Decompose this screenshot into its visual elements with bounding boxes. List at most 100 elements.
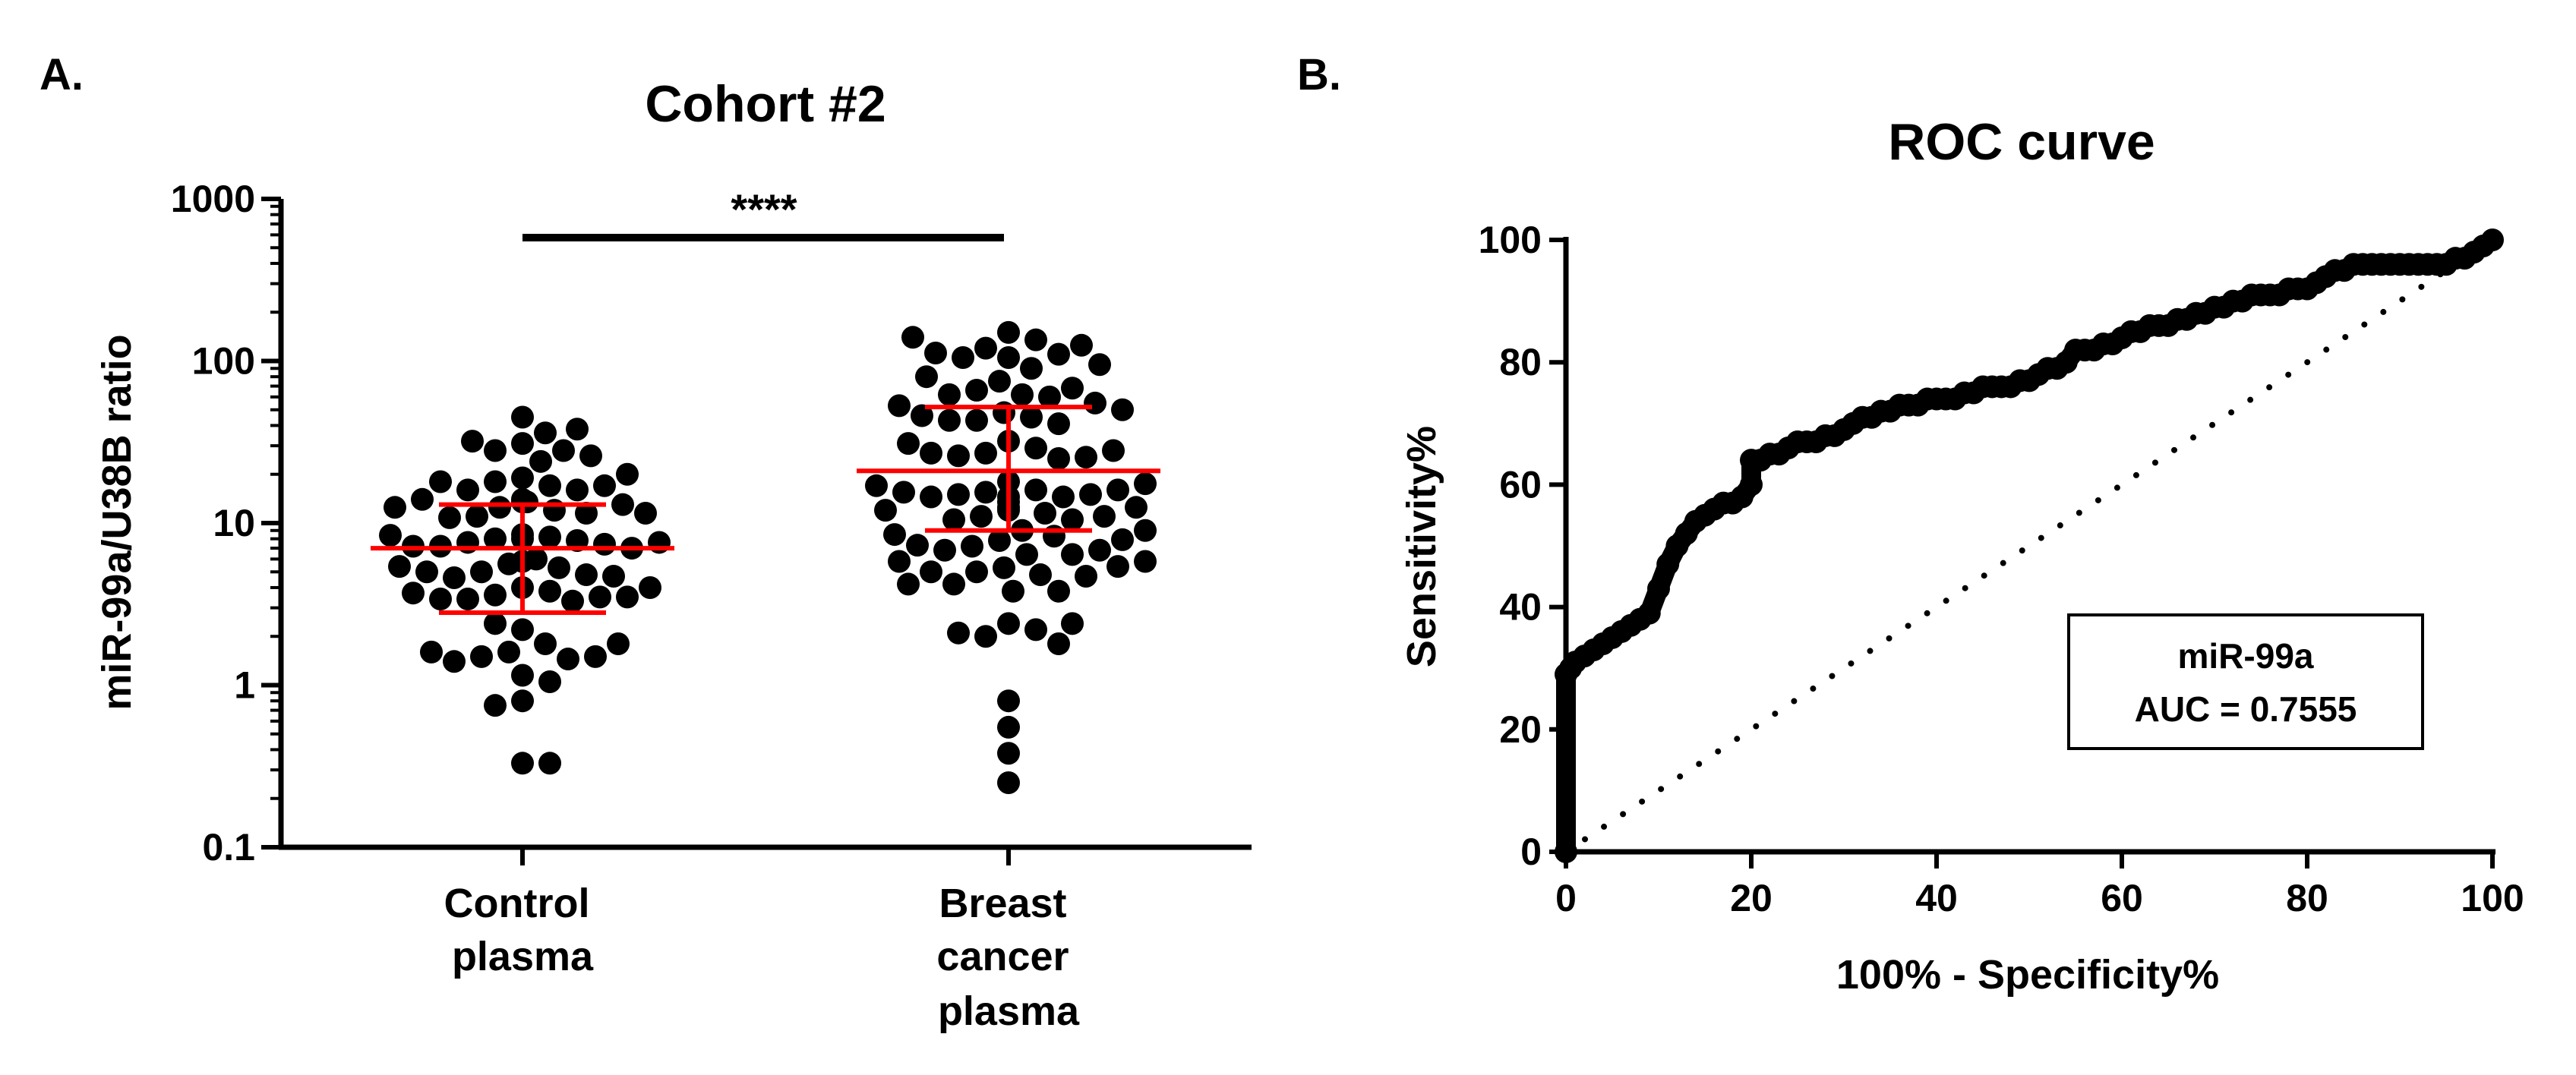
roc-point [1637, 601, 1661, 625]
data-point [593, 532, 616, 556]
data-point [616, 462, 639, 486]
data-point [974, 441, 997, 465]
data-point [974, 481, 997, 504]
data-point [965, 379, 988, 402]
data-point [933, 538, 956, 562]
y-tick-label: 100 [1479, 219, 1542, 261]
x-tick-label: 60 [2101, 877, 2143, 919]
data-point [456, 478, 479, 502]
x-tick-label: 20 [1730, 877, 1773, 919]
data-point [402, 582, 425, 605]
data-point [947, 621, 970, 645]
data-point [920, 441, 942, 465]
data-point [947, 483, 970, 506]
data-point [993, 556, 1015, 579]
auc-legend-series-name: miR-99a [2178, 636, 2314, 676]
roc-point [1656, 553, 1680, 576]
roc-point [1647, 577, 1670, 601]
data-point [461, 430, 484, 453]
data-point [438, 506, 461, 529]
data-point [1061, 612, 1084, 635]
auc-legend-box: miR-99a AUC = 0.7555 [2067, 613, 2424, 750]
data-point [1061, 377, 1084, 400]
data-point [1047, 342, 1070, 366]
panel-a-summary-bars [371, 405, 1160, 616]
data-point [1106, 555, 1129, 578]
data-point [443, 566, 466, 590]
data-point [634, 502, 657, 525]
data-point [938, 408, 961, 432]
data-point [1061, 543, 1084, 566]
data-point [584, 645, 607, 668]
data-point [1020, 357, 1043, 380]
roc-point [1740, 473, 1763, 497]
data-point [443, 650, 466, 673]
roc-point [1555, 840, 1577, 863]
data-point [942, 508, 965, 531]
panel-a-y-axis-label: miR-99a/U38B ratio [94, 334, 140, 710]
data-point [965, 408, 988, 432]
roc-point [2481, 229, 2504, 251]
panel-a-axes [278, 199, 1252, 865]
data-point [901, 326, 924, 349]
data-point [974, 336, 997, 360]
data-point [911, 404, 933, 427]
panel-b-title: ROC curve [1888, 113, 2155, 171]
data-point [548, 556, 570, 579]
data-point [538, 474, 561, 497]
data-point [997, 345, 1020, 369]
data-point [1052, 485, 1075, 509]
data-point [429, 588, 452, 611]
data-point [456, 588, 479, 611]
data-point [1102, 439, 1125, 462]
data-point [924, 341, 947, 364]
significance-stars: **** [731, 185, 797, 233]
panel-b-label: B. [1297, 50, 1341, 99]
significance-annotation: **** [522, 185, 1004, 241]
data-point [993, 401, 1015, 424]
data-point [466, 505, 488, 528]
data-point [970, 505, 993, 528]
data-point [1093, 505, 1116, 528]
roc-curve [1555, 229, 2504, 863]
data-point [988, 370, 1011, 393]
data-point [997, 742, 1020, 765]
panel-a: A. Cohort #2 miR-99a/U38B ratio 0.1 1 10 10… [39, 50, 1252, 1034]
y-tick-label: 1 [234, 664, 255, 707]
data-point [1024, 478, 1047, 502]
data-point [616, 585, 639, 609]
data-point [589, 585, 611, 609]
panel-b-ticks: 0 20 40 60 80 100 0 20 40 60 80 100 [1479, 219, 2524, 919]
y-tick-label: 100 [192, 340, 255, 383]
data-point [947, 444, 970, 468]
data-point [915, 365, 938, 389]
data-point [538, 525, 561, 549]
data-point [484, 439, 507, 462]
data-point [561, 589, 584, 613]
data-point [892, 481, 915, 504]
data-point [488, 496, 511, 519]
y-tick-label: 0.1 [202, 826, 255, 869]
auc-legend-value: AUC = 0.7555 [2135, 689, 2357, 729]
data-point [538, 670, 561, 693]
data-point [1084, 391, 1106, 415]
data-point [484, 470, 507, 493]
data-point [920, 485, 942, 509]
data-point [1024, 328, 1047, 352]
y-tick-label: 0 [1520, 831, 1542, 873]
panel-a-y-ticks: 0.1 1 10 100 1000 [171, 178, 281, 869]
data-point [415, 560, 438, 584]
data-point [497, 640, 520, 664]
data-point [883, 523, 906, 547]
data-point [470, 645, 493, 668]
data-point [1134, 519, 1157, 542]
y-tick-label: 10 [213, 502, 255, 544]
reference-diagonal [1563, 237, 2496, 855]
data-point [566, 418, 589, 441]
data-point [988, 529, 1011, 553]
x-tick-label: 100 [2461, 877, 2524, 919]
data-point [906, 534, 929, 557]
data-point [865, 474, 888, 497]
